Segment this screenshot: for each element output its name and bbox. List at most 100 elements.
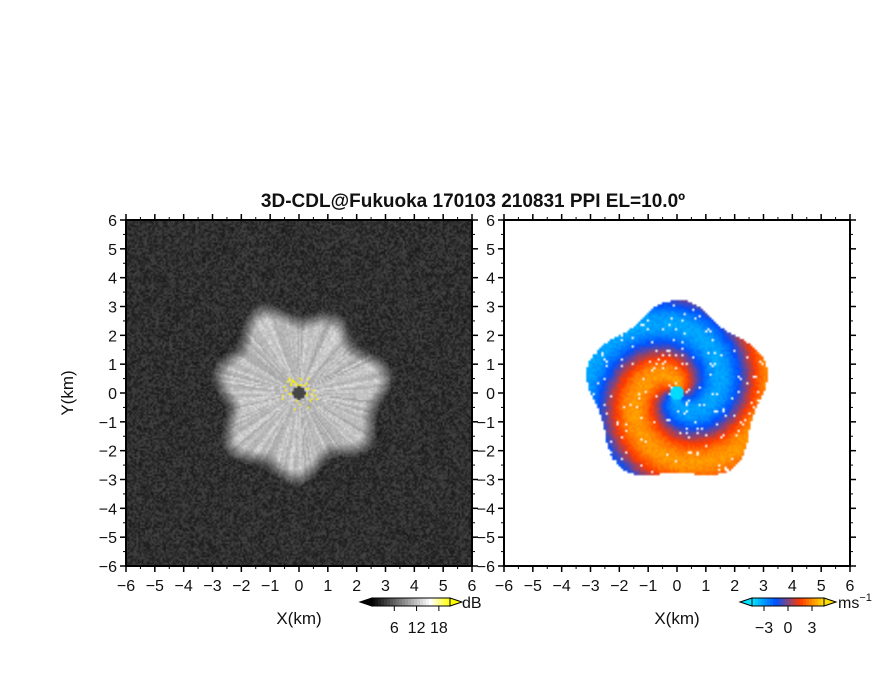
x-tick-label: 0 xyxy=(673,578,682,595)
colorbar-tick-label: −3 xyxy=(755,620,773,637)
colorbar-segment xyxy=(800,598,804,606)
colorbar-segment xyxy=(770,598,774,606)
snr-axis-ticks: −6 −5 −4 −3 −2 −1 0 1 2 3 4 5 6 −6 −5 −4 −3 −2 −1 0 1 2 3 4 5 6 xyxy=(99,213,478,595)
colorbar-high-arrow xyxy=(449,597,464,607)
y-tick-label: 2 xyxy=(486,328,495,345)
colorbar-segment xyxy=(411,598,415,606)
x-tick-label: −6 xyxy=(117,578,135,595)
colorbar-segment xyxy=(767,598,771,606)
colorbar-segment xyxy=(381,598,385,606)
colorbar-segment xyxy=(405,598,409,606)
colorbar-unit-superscript: −1 xyxy=(859,592,872,604)
y-tick-label: 0 xyxy=(486,386,495,403)
colorbar-segment xyxy=(426,598,430,606)
colorbar-segment xyxy=(414,598,418,606)
y-tick-label: −6 xyxy=(99,559,117,576)
colorbar-segment xyxy=(806,598,810,606)
x-tick-label: 1 xyxy=(323,578,332,595)
colorbar-segment xyxy=(758,598,762,606)
colorbar-segment xyxy=(399,598,403,606)
colorbar-segment xyxy=(812,598,816,606)
colorbar-segment xyxy=(423,598,427,606)
colorbar-segment xyxy=(776,598,780,606)
colorbar-low-arrow xyxy=(738,597,753,607)
colorbar-segment xyxy=(372,598,376,606)
snr-y-axis-label: Y(km) xyxy=(58,370,77,415)
y-tick-label: −2 xyxy=(477,444,495,461)
x-tick-label: 3 xyxy=(381,578,390,595)
snr-colorbar: 6 12 18 dB xyxy=(358,595,482,637)
colorbar-tick-label: 18 xyxy=(430,620,448,637)
colorbar-segment xyxy=(393,598,397,606)
colorbar-segment xyxy=(818,598,822,606)
x-tick-label: 1 xyxy=(701,578,710,595)
colorbar-low-arrow xyxy=(358,597,373,607)
x-tick-label: 2 xyxy=(352,578,361,595)
y-tick-label: 6 xyxy=(108,213,117,230)
velocity-colorbar: −3 0 3 ms−1 xyxy=(738,592,872,637)
x-tick-label: −5 xyxy=(146,578,164,595)
colorbar-high-arrow xyxy=(823,597,838,607)
velocity-image xyxy=(504,220,850,566)
colorbar-segment xyxy=(378,598,382,606)
colorbar-segment xyxy=(402,598,406,606)
x-tick-label: −2 xyxy=(610,578,628,595)
colorbar-unit: ms−1 xyxy=(838,592,872,612)
colorbar-segment xyxy=(773,598,777,606)
y-tick-label: 2 xyxy=(108,328,117,345)
y-tick-label: −4 xyxy=(477,501,495,518)
y-tick-label: 4 xyxy=(108,271,117,288)
colorbar-segment xyxy=(444,598,448,606)
y-tick-label: −3 xyxy=(477,473,495,490)
colorbar-segment xyxy=(396,598,400,606)
colorbar-segment xyxy=(788,598,792,606)
colorbar-segment xyxy=(809,598,813,606)
y-tick-label: 3 xyxy=(486,300,495,317)
x-tick-label: 0 xyxy=(295,578,304,595)
y-tick-label: −1 xyxy=(99,415,117,432)
colorbar-segment xyxy=(782,598,786,606)
x-tick-label: −1 xyxy=(261,578,279,595)
y-tick-label: 1 xyxy=(486,357,495,374)
colorbar-segment xyxy=(390,598,394,606)
colorbar-segment xyxy=(764,598,768,606)
colorbar-segment xyxy=(447,598,451,606)
colorbar-tick-label: 6 xyxy=(390,620,399,637)
x-tick-label: −6 xyxy=(495,578,513,595)
x-tick-label: −4 xyxy=(175,578,193,595)
colorbar-segment xyxy=(417,598,421,606)
x-tick-label: 4 xyxy=(788,578,797,595)
colorbar-segment xyxy=(420,598,424,606)
x-tick-label: −3 xyxy=(581,578,599,595)
colorbar-unit: dB xyxy=(462,595,482,612)
colorbar-segment xyxy=(408,598,412,606)
x-tick-label: 6 xyxy=(468,578,477,595)
x-tick-label: −3 xyxy=(203,578,221,595)
velocity-x-axis-label: X(km) xyxy=(654,609,699,628)
y-tick-label: −3 xyxy=(99,473,117,490)
velocity-panel: −6 −5 −4 −3 −2 −1 0 1 2 3 4 5 6 −6 −5 −4 −3 −2 −1 0 1 2 3 4 5 6 X… xyxy=(477,213,872,637)
x-tick-label: 2 xyxy=(730,578,739,595)
colorbar-segment xyxy=(785,598,789,606)
y-tick-label: −2 xyxy=(99,444,117,461)
colorbar-segment xyxy=(432,598,436,606)
y-tick-label: −5 xyxy=(477,530,495,547)
colorbar-segment xyxy=(791,598,795,606)
colorbar-segment xyxy=(761,598,765,606)
x-tick-label: −5 xyxy=(524,578,542,595)
y-tick-label: −6 xyxy=(477,559,495,576)
colorbar-segment xyxy=(797,598,801,606)
colorbar-segment xyxy=(779,598,783,606)
x-tick-label: 3 xyxy=(759,578,768,595)
y-tick-label: 4 xyxy=(486,271,495,288)
colorbar-segment xyxy=(794,598,798,606)
colorbar-segment xyxy=(821,598,825,606)
y-tick-label: −4 xyxy=(99,501,117,518)
y-tick-label: −1 xyxy=(477,415,495,432)
snr-image xyxy=(126,220,472,566)
y-tick-label: 6 xyxy=(486,213,495,230)
y-tick-label: 5 xyxy=(486,242,495,259)
colorbar-segment xyxy=(435,598,439,606)
